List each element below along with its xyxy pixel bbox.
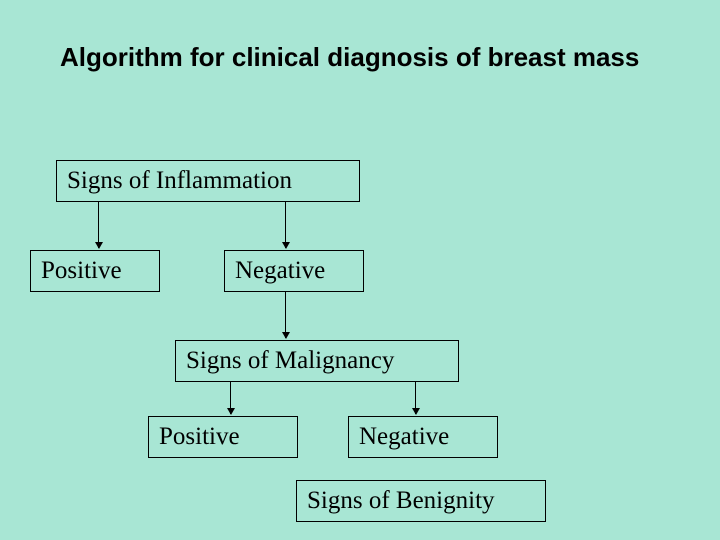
arrow-4 (415, 382, 416, 414)
arrow-0 (98, 202, 99, 248)
diagram-title: Algorithm for clinical diagnosis of brea… (60, 42, 639, 73)
node-label: Signs of Malignancy (186, 347, 394, 375)
node-label: Signs of Benignity (307, 487, 495, 515)
node-inflammation-positive: Positive (30, 250, 160, 292)
node-label: Positive (159, 423, 240, 451)
arrow-1 (285, 202, 286, 248)
node-signs-of-malignancy: Signs of Malignancy (175, 340, 459, 382)
node-malignancy-negative: Negative (348, 416, 498, 458)
node-signs-of-inflammation: Signs of Inflammation (56, 160, 360, 202)
node-label: Negative (359, 423, 449, 451)
node-malignancy-positive: Positive (148, 416, 298, 458)
node-label: Positive (41, 257, 122, 285)
arrow-2 (285, 292, 286, 338)
node-signs-of-benignity: Signs of Benignity (296, 480, 546, 522)
node-label: Signs of Inflammation (67, 167, 292, 195)
node-label: Negative (235, 257, 325, 285)
node-inflammation-negative: Negative (224, 250, 364, 292)
arrow-3 (230, 382, 231, 414)
